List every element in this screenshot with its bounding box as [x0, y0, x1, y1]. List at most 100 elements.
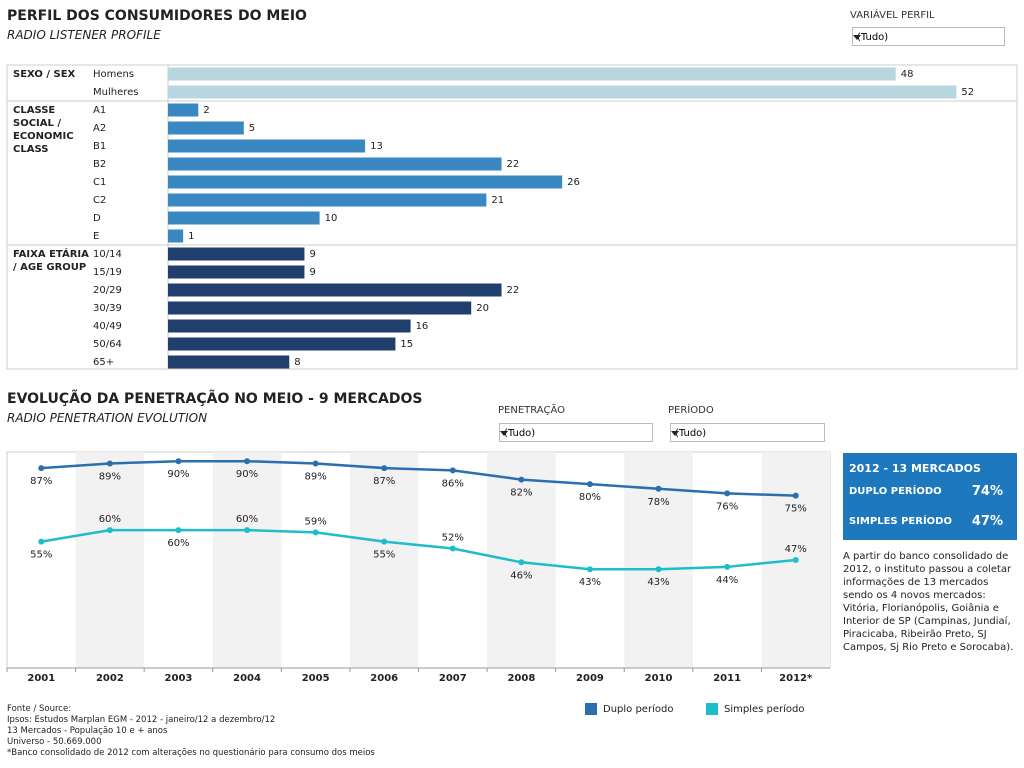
value-label: 76% — [716, 501, 738, 512]
value-label: 26 — [567, 177, 580, 188]
dropdown-arrow — [500, 431, 508, 436]
source-line: *Banco consolidado de 2012 com alteraçõe… — [7, 748, 375, 758]
x-tick-label: 2011 — [713, 673, 741, 684]
value-label: 90% — [167, 469, 189, 480]
data-point — [586, 481, 593, 488]
bar — [168, 193, 487, 207]
value-label: 60% — [167, 538, 189, 549]
source-line: Fonte / Source: — [7, 704, 72, 714]
x-tick-label: 2010 — [645, 673, 673, 684]
category-label: 40/49 — [93, 321, 122, 332]
band-shade — [349, 452, 419, 668]
data-point — [655, 566, 662, 573]
data-point — [106, 527, 113, 534]
value-label: 52% — [442, 533, 464, 544]
bar — [168, 337, 396, 351]
value-label: 60% — [99, 514, 121, 525]
dropdown-arrow — [671, 431, 679, 436]
data-point — [312, 460, 319, 467]
value-label: 80% — [579, 492, 601, 503]
data-point — [381, 538, 388, 545]
value-label: 48 — [901, 69, 914, 80]
x-tick-label: 2006 — [370, 673, 398, 684]
dropdown-arrow — [853, 35, 861, 40]
dropdown[interactable]: (Tudo) — [852, 27, 1005, 46]
series-line — [41, 459, 796, 497]
band-shade — [624, 452, 693, 668]
chart-title: PERFIL DOS CONSUMIDORES DO MEIO — [7, 8, 307, 24]
category-label: D — [93, 213, 101, 224]
value-label: 44% — [716, 575, 738, 586]
data-point — [518, 559, 525, 566]
data-point — [655, 485, 662, 492]
value-label: 60% — [236, 514, 258, 525]
x-tick-label: 2003 — [165, 673, 193, 684]
value-label: 55% — [30, 550, 52, 561]
info-title: 2012 - 13 MERCADOS — [849, 462, 981, 475]
category-label: C1 — [93, 177, 106, 188]
data-point — [724, 563, 731, 570]
data-point — [244, 527, 251, 534]
category-label: Homens — [93, 69, 134, 80]
bar — [168, 85, 957, 99]
bar — [168, 247, 305, 261]
data-point — [792, 492, 799, 499]
info-value: 47% — [971, 514, 1003, 529]
x-tick-label: 2004 — [233, 673, 261, 684]
category-label: 65+ — [93, 357, 114, 368]
category-label: B1 — [93, 141, 106, 152]
bar — [168, 157, 502, 171]
value-label: 87% — [30, 476, 52, 487]
bar — [168, 319, 411, 333]
x-tick-label: 2001 — [27, 673, 55, 684]
data-point — [586, 566, 593, 573]
value-label: 89% — [99, 471, 121, 482]
dropdown[interactable]: (Tudo) — [499, 423, 653, 442]
value-label: 21 — [491, 195, 504, 206]
band-shade — [212, 452, 282, 668]
dropdown[interactable]: (Tudo) — [670, 423, 825, 442]
category-label: B2 — [93, 159, 106, 170]
data-point — [244, 458, 251, 465]
info-box: 2012 - 13 MERCADOS DUPLO PERÍODO 74% SIM… — [843, 453, 1017, 540]
bar — [168, 103, 199, 117]
group-label: SEXO / SEX — [13, 69, 76, 80]
bar — [168, 283, 502, 297]
category-label: 15/19 — [93, 267, 122, 278]
category-label: Mulheres — [93, 87, 139, 98]
value-label: 2 — [203, 105, 209, 116]
dropdown-value: (Tudo) — [504, 428, 536, 439]
x-tick-label: 2009 — [576, 673, 604, 684]
source-line: Universo - 50.669.000 — [7, 737, 102, 747]
data-point — [518, 476, 525, 483]
value-label: 8 — [294, 357, 300, 368]
value-label: 78% — [647, 497, 669, 508]
value-label: 13 — [370, 141, 383, 152]
value-label: 75% — [785, 504, 807, 515]
filter-label: VARIÁVEL PERFIL — [850, 10, 935, 21]
chart-subtitle: RADIO LISTENER PROFILE — [7, 28, 161, 42]
value-label: 15 — [400, 339, 413, 350]
value-label: 22 — [507, 285, 520, 296]
legend-swatch — [706, 703, 718, 715]
category-label: A2 — [93, 123, 106, 134]
value-label: 9 — [309, 249, 315, 260]
value-label: 55% — [373, 550, 395, 561]
data-point — [449, 545, 456, 552]
value-label: 16 — [416, 321, 429, 332]
category-label: 30/39 — [93, 303, 122, 314]
info-value: 74% — [971, 484, 1003, 499]
value-label: 90% — [236, 469, 258, 480]
filter-label: PERÍODO — [668, 405, 714, 416]
bar — [168, 139, 366, 153]
legend-label: Simples período — [724, 703, 805, 715]
bar — [168, 175, 563, 189]
value-label: 10 — [325, 213, 338, 224]
source: Fonte / Source: Ipsos: Estudos Marplan E… — [7, 704, 375, 759]
data-point — [724, 490, 731, 497]
info-note: A partir do banco consolidado de 2012, o… — [843, 551, 1014, 653]
bar — [168, 121, 244, 135]
dropdown-value: (Tudo) — [857, 32, 889, 43]
bar — [168, 211, 320, 225]
